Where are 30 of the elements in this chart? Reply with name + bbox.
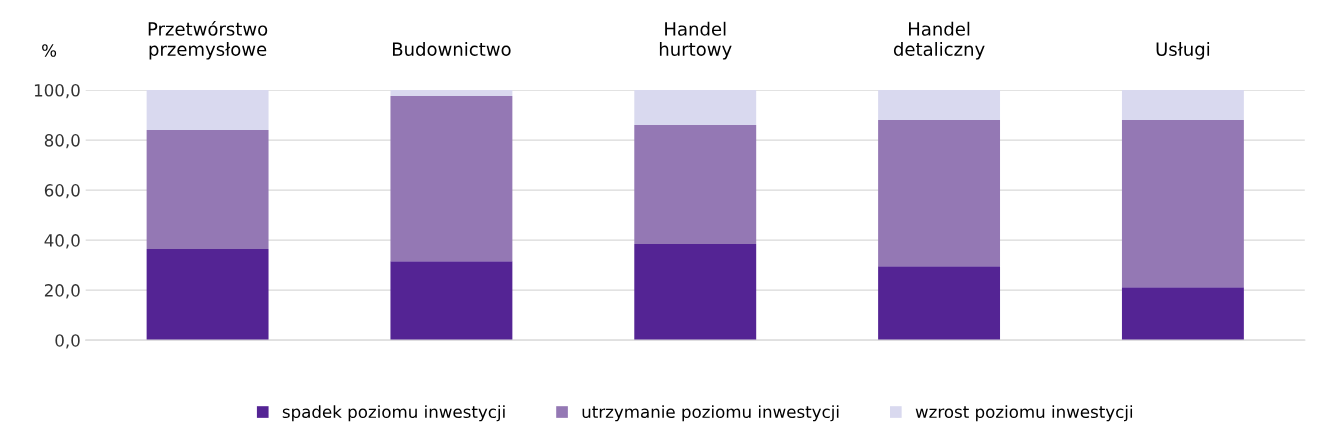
bar bbox=[390, 90, 513, 97]
y-axis-title: % bbox=[42, 44, 57, 57]
legend-label: wzrost poziomu inwestycji bbox=[915, 405, 1133, 422]
bar bbox=[1121, 90, 1244, 121]
bar bbox=[634, 244, 757, 341]
x-tick-label: Budownictwo bbox=[392, 42, 511, 56]
y-tick-label: 100,0 bbox=[34, 84, 80, 99]
x-tick-label: Handel hurtowy bbox=[659, 21, 732, 60]
y-tick-label: 60,0 bbox=[44, 184, 80, 199]
bar bbox=[634, 90, 757, 126]
x-tick-label: Przetwórstwo przemysłowe bbox=[148, 21, 268, 60]
bar bbox=[146, 249, 269, 341]
bar bbox=[1121, 287, 1244, 341]
y-tick-label: 40,0 bbox=[44, 234, 80, 249]
bar bbox=[146, 90, 269, 131]
bar bbox=[390, 261, 513, 341]
x-tick-label: Usługi bbox=[1156, 42, 1210, 60]
legend-label: utrzymanie poziomu inwestycji bbox=[582, 405, 839, 422]
bar bbox=[878, 120, 1001, 267]
bar bbox=[146, 130, 269, 250]
bar bbox=[390, 96, 513, 262]
y-tick-label: 20,0 bbox=[44, 284, 80, 299]
bar bbox=[634, 125, 757, 245]
bar bbox=[878, 266, 1001, 341]
legend-label: spadek poziomu inwestycji bbox=[282, 405, 505, 422]
y-tick-label: 80,0 bbox=[44, 134, 80, 149]
bar bbox=[878, 90, 1001, 121]
x-tick-label: Handel detaliczny bbox=[893, 21, 985, 60]
bar bbox=[1121, 120, 1244, 288]
y-tick-label: 0,0 bbox=[55, 334, 80, 349]
